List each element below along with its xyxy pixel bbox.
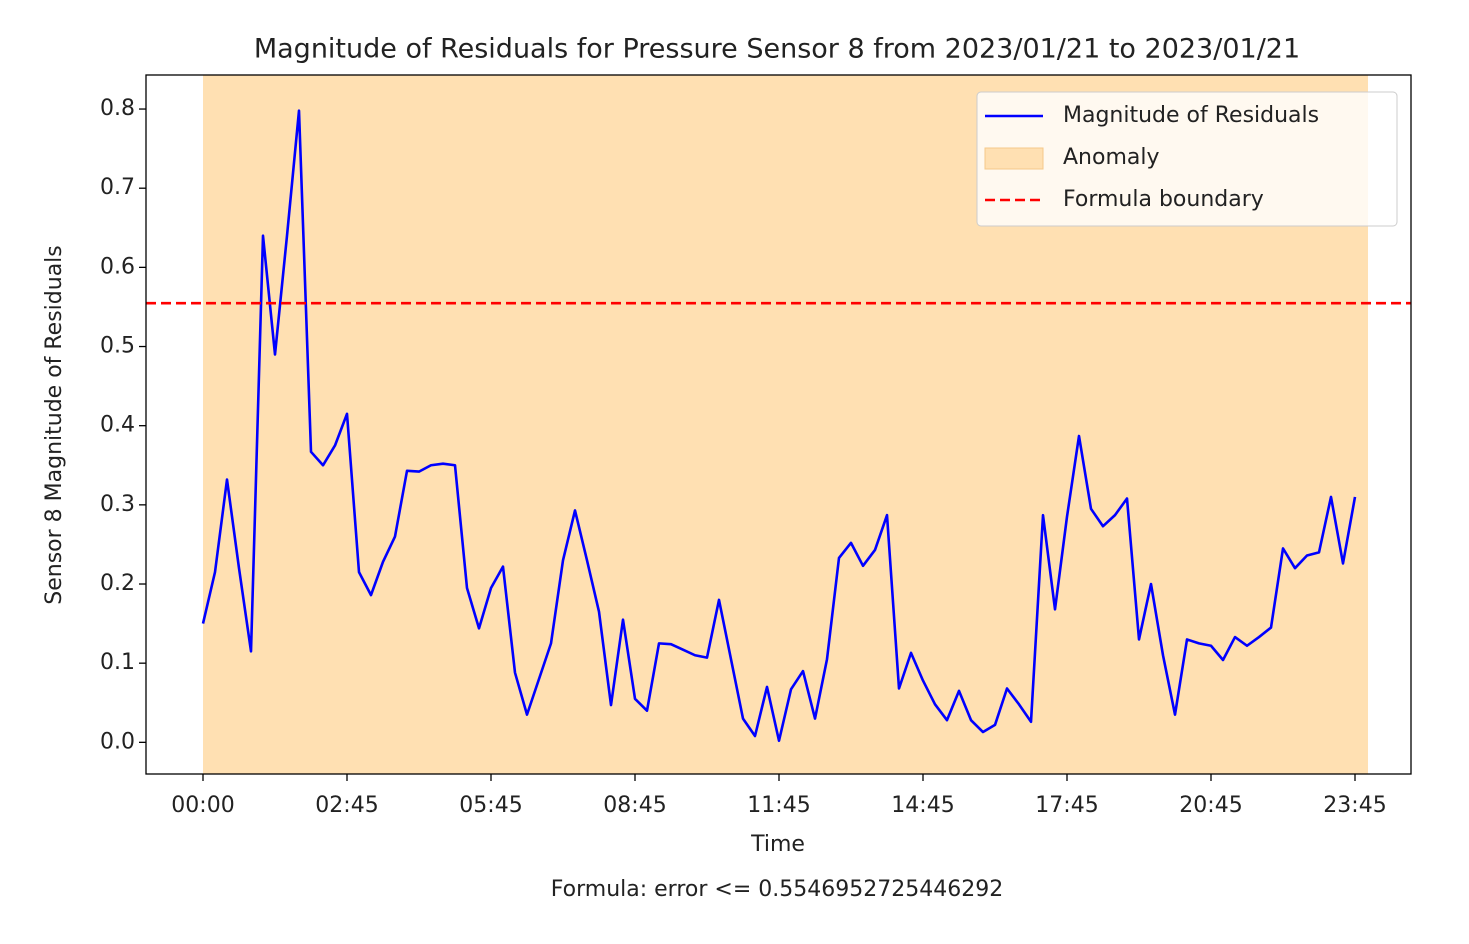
- legend-label: Magnitude of Residuals: [1063, 103, 1319, 128]
- x-tick-label: 08:45: [603, 793, 666, 818]
- y-tick-label: 0.7: [100, 175, 135, 200]
- chart-title: Magnitude of Residuals for Pressure Sens…: [254, 34, 1300, 65]
- y-tick-label: 0.1: [100, 650, 135, 675]
- x-tick-label: 00:00: [171, 793, 234, 818]
- x-tick-label: 23:45: [1323, 793, 1386, 818]
- y-tick-label: 0.4: [100, 413, 135, 438]
- y-tick-label: 0.0: [100, 729, 135, 754]
- y-tick-label: 0.2: [100, 571, 135, 596]
- x-tick-label: 20:45: [1179, 793, 1242, 818]
- x-tick-label: 11:45: [747, 793, 810, 818]
- x-axis-label: Time: [750, 832, 805, 857]
- legend-label: Formula boundary: [1063, 187, 1264, 212]
- legend-box: [976, 91, 1398, 227]
- x-tick-label: 05:45: [459, 793, 522, 818]
- line: [201, 109, 1357, 743]
- x-tick-label: 02:45: [315, 793, 378, 818]
- y-axis-label: Sensor 8 Magnitude of Residuals: [42, 245, 67, 605]
- y-tick-label: 0.3: [100, 492, 135, 517]
- legend-label: Anomaly: [1063, 145, 1160, 170]
- x-tick-label: 17:45: [1035, 793, 1098, 818]
- y-tick-label: 0.8: [100, 96, 135, 121]
- y-tick-label: 0.5: [100, 334, 135, 359]
- legend-swatch: [984, 147, 1044, 170]
- footnote: Formula: error <= 0.5546952725446292: [551, 877, 1003, 902]
- plot-frame: [145, 74, 1412, 775]
- x-tick-label: 14:45: [891, 793, 954, 818]
- y-tick-label: 0.6: [100, 254, 135, 279]
